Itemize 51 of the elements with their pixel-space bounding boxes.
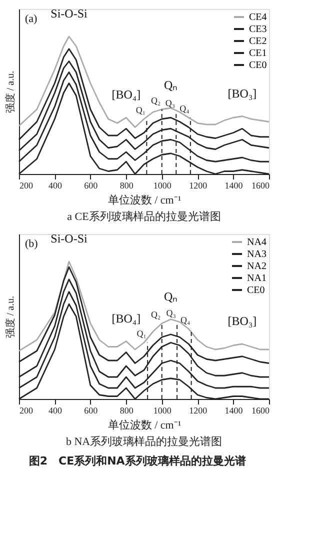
legend-label: NA2	[247, 261, 266, 272]
ref-line-label: Q₂	[151, 95, 161, 106]
legend-label: NA4	[247, 237, 266, 248]
x-tick-label: 1200	[189, 180, 208, 190]
ref-line-label: Q₁	[136, 105, 146, 115]
ref-line-label: Q₄	[180, 314, 190, 325]
annotation: [BO₃]	[228, 314, 257, 328]
annotation: Qₙ	[164, 78, 178, 92]
x-tick-label: 1000	[153, 180, 172, 190]
x-tick-label: 1400	[224, 406, 244, 416]
x-tick-label: 1600	[252, 180, 270, 190]
text: (b)	[25, 238, 38, 250]
x-tick-label: 1600	[252, 406, 270, 416]
x-tick-label: 800	[120, 406, 134, 416]
ref-line-label: Q₃	[166, 308, 176, 318]
legend-label: CE0	[249, 60, 267, 71]
text: a CE系列玻璃样品的拉曼光谱图	[67, 210, 221, 223]
annotation: Si-O-Si	[50, 6, 88, 20]
legend-label: CE1	[249, 48, 267, 59]
legend-label: NA3	[247, 249, 266, 260]
annotation: Qₙ	[164, 289, 178, 304]
x-tick-label: 1200	[189, 406, 208, 416]
text: b NA系列玻璃样品的拉曼光谱图	[66, 435, 222, 448]
legend-label: CE0	[247, 285, 265, 296]
annotation: Si-O-Si	[50, 232, 88, 246]
annotation: [BO₃]	[228, 86, 257, 100]
x-tick-label: 1400	[224, 180, 244, 190]
annotation: [BO₄]	[112, 311, 141, 326]
legend-label: NA1	[247, 273, 266, 284]
legend-label: CE3	[249, 24, 267, 35]
x-axis-title: 单位波数 / cm⁻¹	[108, 418, 182, 432]
text: (a)	[25, 13, 38, 25]
y-axis-title: 强度 / a.u.	[4, 70, 16, 114]
x-tick-label: 600	[84, 406, 98, 416]
x-tick-label: 800	[120, 180, 134, 190]
ref-line-label: Q₂	[151, 309, 161, 320]
x-tick-label: 200	[20, 406, 34, 416]
x-tick-label: 600	[84, 180, 98, 190]
annotation: [BO₄]	[112, 88, 141, 102]
legend-label: CE4	[249, 12, 267, 23]
ref-line-label: Q₁	[136, 328, 146, 339]
x-tick-label: 400	[48, 180, 62, 190]
x-tick-label: 1000	[153, 406, 172, 416]
legend-label: CE2	[249, 36, 267, 47]
caption: 图2 CE系列和NA系列玻璃样品的拉曼光谱	[28, 454, 246, 468]
x-axis-title: 单位波数 / cm⁻¹	[108, 194, 182, 206]
x-tick-label: 400	[48, 406, 62, 416]
y-axis-title: 强度 / a.u.	[4, 296, 16, 338]
ref-line-label: Q₄	[180, 104, 190, 114]
x-tick-label: 200	[20, 180, 34, 190]
ref-line-label: Q₃	[165, 98, 175, 108]
